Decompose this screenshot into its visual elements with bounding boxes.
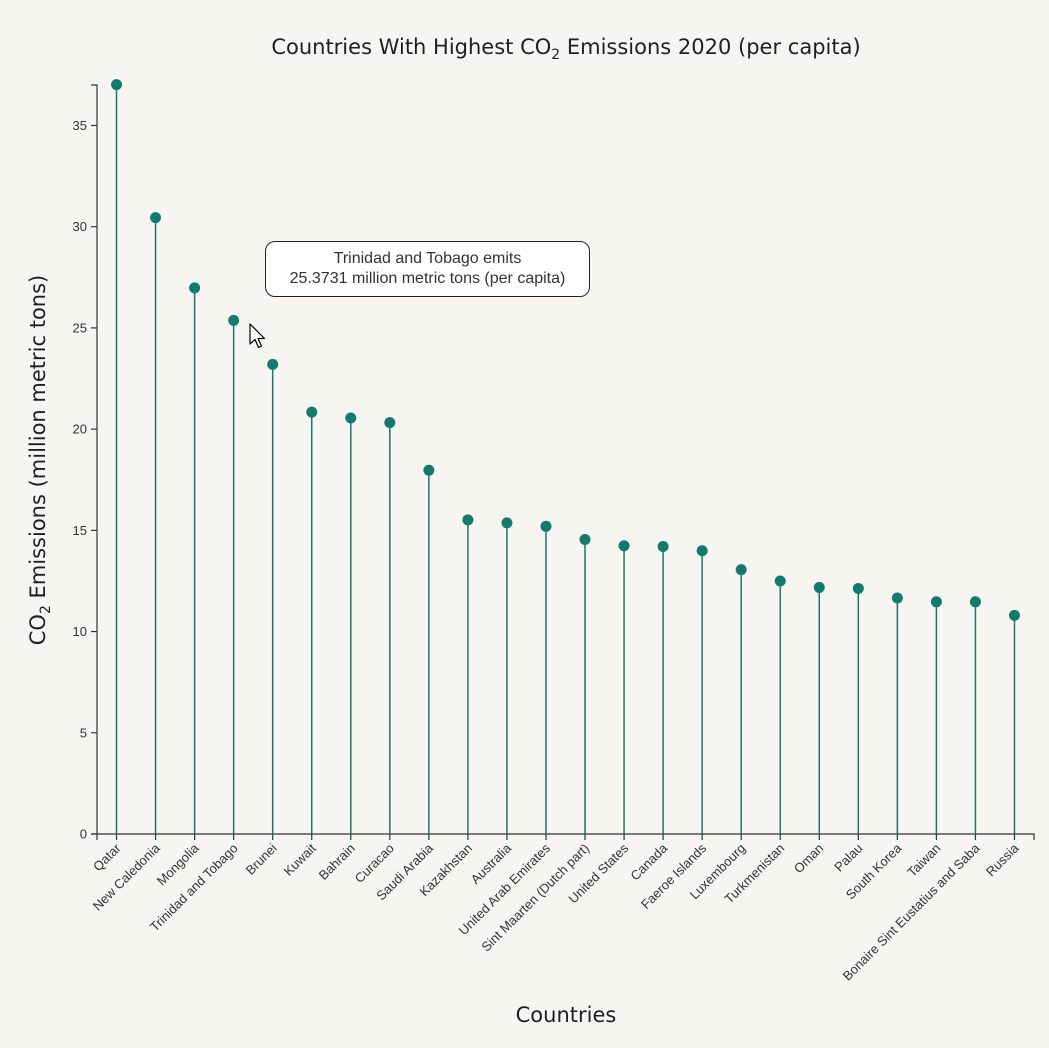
y-axis-line bbox=[91, 84, 98, 835]
y-tick-label: 25 bbox=[73, 320, 87, 335]
y-tick-label: 35 bbox=[73, 118, 87, 133]
x-tick-label: Qatar bbox=[90, 840, 124, 874]
x-tick-label: Oman bbox=[791, 841, 827, 877]
x-tick-label: Palau bbox=[831, 841, 865, 875]
lollipop-point[interactable] bbox=[891, 592, 903, 604]
lollipop-point[interactable] bbox=[696, 545, 708, 557]
lollipop-point[interactable] bbox=[423, 464, 435, 476]
lollipop-point[interactable] bbox=[267, 358, 279, 370]
lollipop-point[interactable] bbox=[618, 540, 630, 552]
chart-marks bbox=[111, 79, 1020, 834]
lollipop-point[interactable] bbox=[228, 314, 240, 326]
lollipop-point[interactable] bbox=[111, 79, 123, 91]
x-tick-label: Russia bbox=[983, 840, 1022, 879]
lollipop-point[interactable] bbox=[969, 596, 981, 608]
y-axis-label: CO2 Emissions (million metric tons) bbox=[26, 275, 54, 646]
lollipop-point[interactable] bbox=[579, 533, 591, 545]
x-axis-label: Countries bbox=[516, 1003, 617, 1027]
lollipop-point[interactable] bbox=[384, 417, 396, 429]
lollipop-point[interactable] bbox=[540, 520, 552, 532]
lollipop-point[interactable] bbox=[1008, 609, 1020, 621]
lollipop-point[interactable] bbox=[813, 581, 825, 593]
lollipop-point[interactable] bbox=[930, 596, 942, 608]
y-tick-label: 0 bbox=[80, 827, 87, 842]
x-axis-line bbox=[96, 833, 1035, 840]
lollipop-point[interactable] bbox=[306, 406, 318, 418]
lollipop-point[interactable] bbox=[150, 212, 162, 224]
lollipop-point[interactable] bbox=[189, 282, 201, 294]
y-tick-label: 15 bbox=[73, 523, 87, 538]
y-tick-label: 20 bbox=[73, 422, 87, 437]
chart-title: Countries With Highest CO2 Emissions 202… bbox=[271, 35, 860, 63]
tooltip-line-1: Trinidad and Tobago emits bbox=[333, 250, 522, 267]
x-tick-label: Brunei bbox=[243, 840, 280, 877]
x-tick-label: New Caledonia bbox=[90, 840, 163, 913]
y-axis: 0 5 10 15 20 25 30 35 bbox=[73, 84, 98, 842]
lollipop-point[interactable] bbox=[501, 517, 513, 529]
y-tick-label: 10 bbox=[73, 624, 87, 639]
lollipop-point[interactable] bbox=[852, 582, 864, 594]
lollipop-point[interactable] bbox=[345, 412, 357, 424]
data-tooltip: Trinidad and Tobago emits 25.3731 millio… bbox=[265, 241, 590, 297]
y-tick-label: 30 bbox=[73, 219, 87, 234]
x-tick-label: Kuwait bbox=[281, 840, 319, 878]
y-tick-label: 5 bbox=[80, 725, 87, 740]
tooltip-line-2: 25.3731 million metric tons (per capita) bbox=[289, 270, 566, 287]
lollipop-point[interactable] bbox=[774, 575, 786, 587]
lollipop-point[interactable] bbox=[462, 514, 474, 526]
lollipop-point[interactable] bbox=[657, 541, 669, 553]
mouse-pointer-icon bbox=[249, 323, 266, 349]
lollipop-point[interactable] bbox=[735, 564, 747, 576]
